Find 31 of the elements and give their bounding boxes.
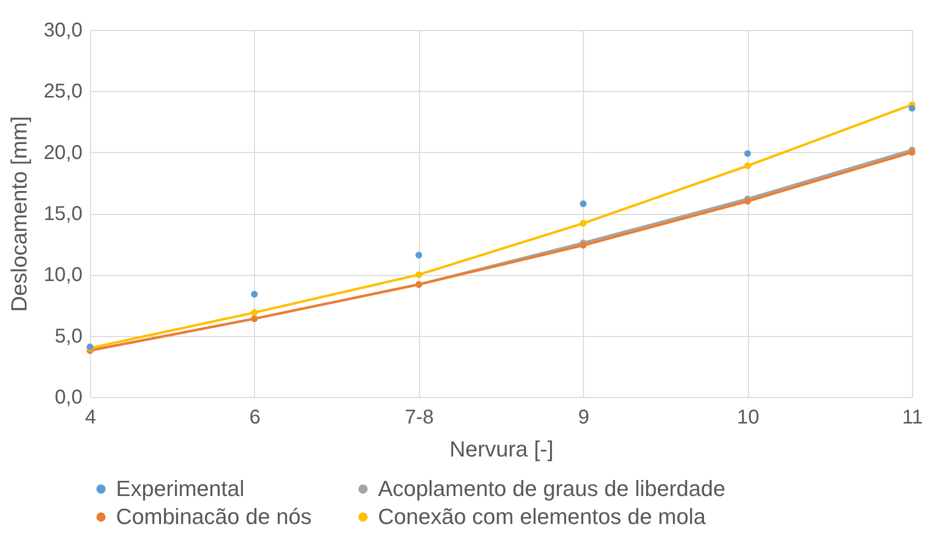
x-tick-label: 9 — [578, 406, 590, 428]
legend-label: Experimental — [116, 476, 244, 501]
point — [580, 200, 587, 208]
legend-label: Conexão com elementos de mola — [378, 504, 706, 529]
y-tick-label: 30,0 — [44, 20, 82, 42]
point — [908, 104, 916, 112]
x-tick-label: 6 — [249, 406, 260, 428]
point — [415, 252, 422, 258]
x-axis-title: Nervura [-] — [450, 436, 554, 462]
y-tick-label: 20,0 — [44, 142, 82, 164]
point — [580, 220, 587, 227]
y-tick-label: 15,0 — [44, 203, 82, 225]
point — [908, 148, 916, 156]
legend-label: Acoplamento de graus de liberdade — [378, 476, 726, 501]
point — [580, 242, 587, 249]
x-tick-label: 11 — [902, 406, 923, 428]
x-tick-label: 4 — [84, 406, 96, 428]
point — [251, 290, 258, 298]
point — [744, 150, 751, 157]
point — [251, 309, 258, 316]
legend-label: Combinacão de nós — [116, 504, 312, 529]
point — [415, 271, 422, 278]
x-tick-label: 7-8 — [404, 406, 434, 428]
y-tick-label: 10,0 — [44, 264, 82, 286]
x-tick-label: 10 — [736, 406, 760, 428]
y-tick-label: 0,0 — [54, 386, 82, 408]
point — [744, 162, 751, 170]
y-axis-title: Deslocamento [mm] — [6, 116, 32, 312]
y-tick-label: 25,0 — [44, 80, 82, 103]
point — [744, 198, 751, 205]
y-tick-label: 5,0 — [54, 325, 82, 348]
